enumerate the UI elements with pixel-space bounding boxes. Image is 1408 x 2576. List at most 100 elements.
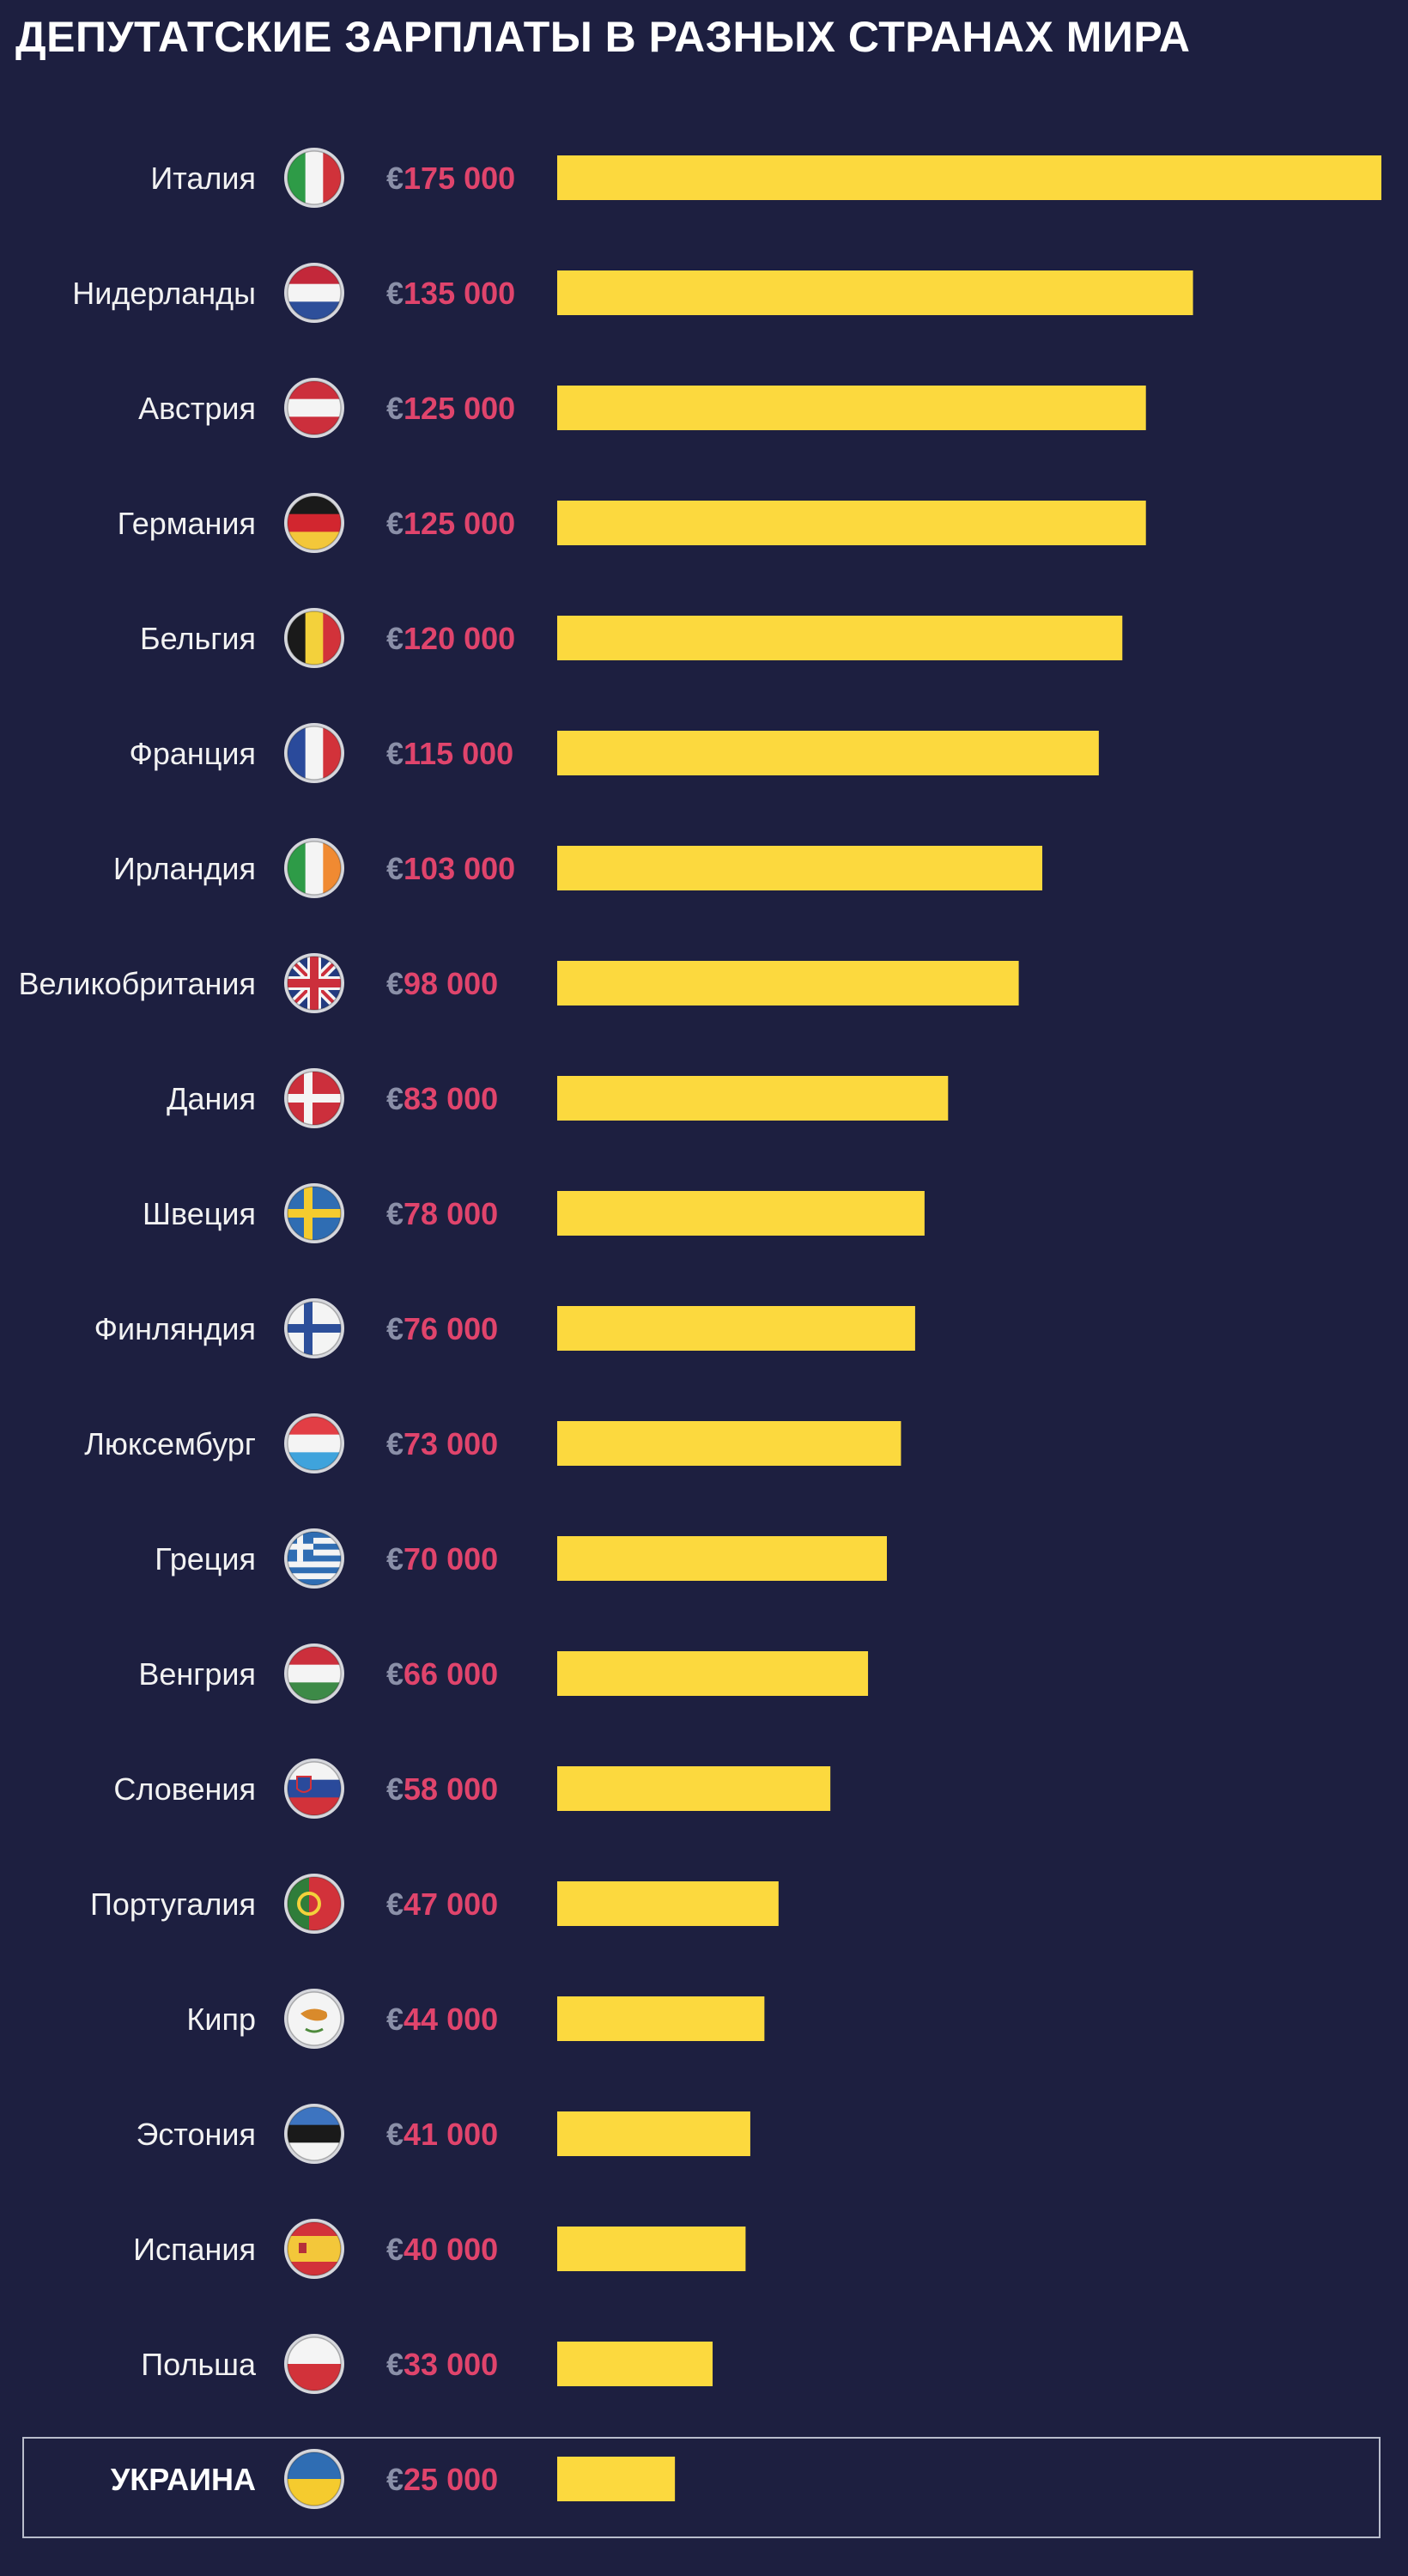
germany-flag-icon xyxy=(284,493,344,553)
value-label: €120 000 xyxy=(386,621,515,656)
country-label: Венгрия xyxy=(138,1656,256,1692)
estonia-flag-icon xyxy=(284,2104,344,2164)
chart-title: ДЕПУТАТСКИЕ ЗАРПЛАТЫ В РАЗНЫХ СТРАНАХ МИ… xyxy=(15,13,1191,61)
bar xyxy=(557,2227,746,2271)
bar xyxy=(557,846,1043,890)
ukraine-flag-icon xyxy=(284,2449,344,2509)
bar xyxy=(557,1996,765,2041)
chart-row: Кипр €44 000 xyxy=(186,1989,765,2049)
country-label: Эстония xyxy=(137,2117,256,2152)
bar xyxy=(557,386,1146,430)
bar xyxy=(557,501,1146,545)
chart-row: Венгрия €66 000 xyxy=(138,1643,869,1704)
country-label: Кипр xyxy=(186,2002,256,2037)
bar xyxy=(557,731,1099,775)
chart-row: Германия €125 000 xyxy=(118,493,1146,553)
value-label: €40 000 xyxy=(386,2232,498,2267)
chart-row: Бельгия €120 000 xyxy=(140,608,1123,668)
country-label: Италия xyxy=(150,161,256,196)
denmark-flag-icon xyxy=(284,1068,344,1128)
value-label: €175 000 xyxy=(386,161,515,196)
bar xyxy=(557,270,1193,315)
country-label: Великобритания xyxy=(19,966,256,1001)
country-label: Испания xyxy=(133,2232,256,2267)
luxembourg-flag-icon xyxy=(284,1413,344,1473)
country-label: Бельгия xyxy=(140,621,256,656)
bar xyxy=(557,1881,779,1926)
bar xyxy=(557,1766,831,1811)
country-label: Нидерланды xyxy=(72,276,256,311)
value-label: €58 000 xyxy=(386,1771,498,1807)
value-label: €125 000 xyxy=(386,506,515,541)
bar xyxy=(557,1306,915,1351)
chart-row: Ирландия €103 000 xyxy=(113,838,1043,898)
chart-row: Португалия €47 000 xyxy=(90,1874,779,1934)
country-label: Португалия xyxy=(90,1886,256,1922)
value-label: €44 000 xyxy=(386,2002,498,2037)
france-flag-icon xyxy=(284,723,344,783)
spain-flag-icon xyxy=(284,2219,344,2279)
country-label: Греция xyxy=(155,1541,256,1577)
austria-flag-icon xyxy=(284,378,344,438)
country-label: Ирландия xyxy=(113,851,256,886)
value-label: €76 000 xyxy=(386,1311,498,1346)
country-label: Австрия xyxy=(138,391,256,426)
value-label: €98 000 xyxy=(386,966,498,1001)
chart-row: Испания €40 000 xyxy=(133,2219,746,2279)
bar xyxy=(557,2342,713,2386)
country-label: УКРАИНА xyxy=(111,2462,256,2497)
country-label: Швеция xyxy=(143,1196,256,1231)
value-label: €33 000 xyxy=(386,2347,498,2382)
country-label: Люксембург xyxy=(84,1426,256,1461)
bar xyxy=(557,1191,925,1236)
chart-row: Греция €70 000 xyxy=(155,1528,887,1589)
bar xyxy=(557,155,1381,200)
chart-row: Люксембург €73 000 xyxy=(84,1413,901,1473)
bar xyxy=(557,1536,887,1581)
bar xyxy=(557,1421,901,1466)
country-label: Франция xyxy=(129,736,256,771)
country-label: Германия xyxy=(118,506,256,541)
hungary-flag-icon xyxy=(284,1643,344,1704)
italy-flag-icon xyxy=(284,148,344,208)
value-label: €41 000 xyxy=(386,2117,498,2152)
bar xyxy=(557,616,1123,660)
value-label: €47 000 xyxy=(386,1886,498,1922)
value-label: €70 000 xyxy=(386,1541,498,1577)
value-label: €125 000 xyxy=(386,391,515,426)
bar xyxy=(557,2111,750,2156)
bar xyxy=(557,1076,949,1121)
highlight-frame xyxy=(22,2437,1381,2538)
finland-flag-icon xyxy=(284,1298,344,1358)
netherlands-flag-icon xyxy=(284,263,344,323)
value-label: €78 000 xyxy=(386,1196,498,1231)
country-label: Словения xyxy=(113,1771,256,1807)
greece-flag-icon xyxy=(284,1528,344,1589)
bar xyxy=(557,1651,869,1696)
slovenia-flag-icon xyxy=(284,1759,344,1819)
country-label: Польша xyxy=(141,2347,257,2382)
cyprus-flag-icon xyxy=(284,1989,344,2049)
value-label: €66 000 xyxy=(386,1656,498,1692)
ireland-flag-icon xyxy=(284,838,344,898)
country-label: Дания xyxy=(167,1081,256,1116)
chart-row: Италия €175 000 xyxy=(150,148,1381,208)
chart-row: Швеция €78 000 xyxy=(143,1183,925,1243)
bar xyxy=(557,961,1019,1005)
chart-row: УКРАИНА €25 000 xyxy=(22,2437,1381,2538)
sweden-flag-icon xyxy=(284,1183,344,1243)
bar xyxy=(557,2457,676,2501)
value-label: €103 000 xyxy=(386,851,515,886)
poland-flag-icon xyxy=(284,2334,344,2394)
chart-row: Нидерланды €135 000 xyxy=(72,263,1193,323)
chart-row: Великобритания €98 000 xyxy=(19,953,1019,1013)
chart-row: Франция €115 000 xyxy=(129,723,1099,783)
chart-row: Польша €33 000 xyxy=(141,2334,713,2394)
chart-row: Австрия €125 000 xyxy=(138,378,1146,438)
uk-flag-icon xyxy=(284,953,344,1013)
country-label: Финляндия xyxy=(94,1311,256,1346)
portugal-flag-icon xyxy=(284,1874,344,1934)
chart-row: Дания €83 000 xyxy=(167,1068,949,1128)
chart-row: Финляндия €76 000 xyxy=(94,1298,915,1358)
